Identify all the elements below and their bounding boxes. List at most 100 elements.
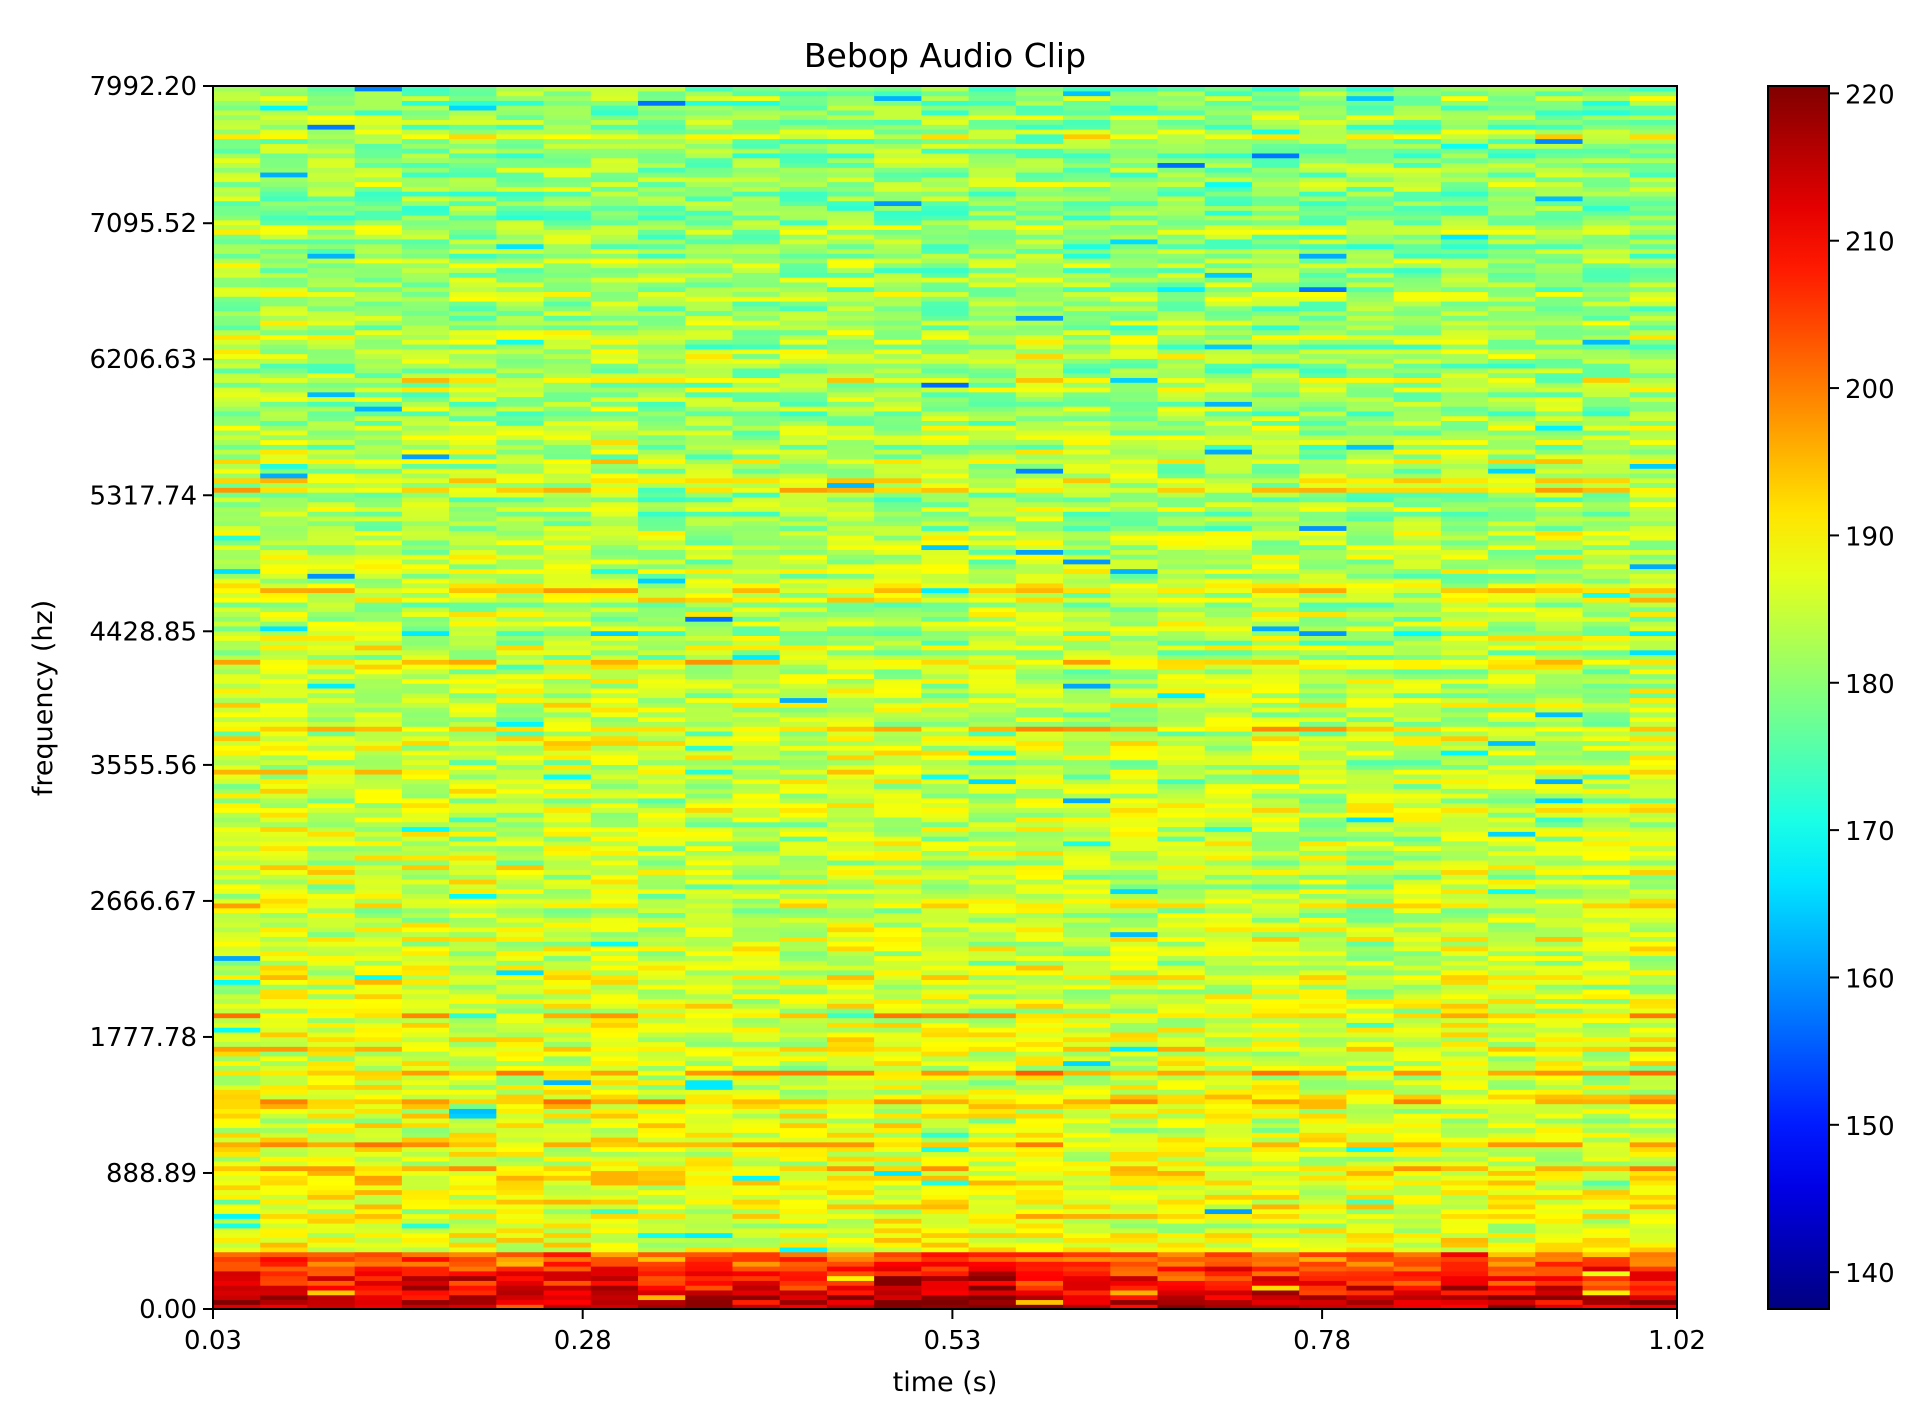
- heatmap-cell: [779, 281, 828, 288]
- heatmap-cell: [543, 90, 592, 97]
- heatmap-cell: [732, 468, 781, 474]
- heatmap-cell: [307, 1203, 356, 1210]
- heatmap-cell: [921, 449, 970, 455]
- heatmap-cell: [826, 831, 875, 837]
- heatmap-cell: [874, 1237, 922, 1243]
- heatmap-cell: [354, 1170, 403, 1176]
- heatmap-cell: [401, 750, 450, 756]
- heatmap-cell: [732, 1280, 781, 1286]
- heatmap-cell: [779, 439, 828, 445]
- heatmap-cell: [685, 1117, 734, 1124]
- heatmap-cell: [260, 549, 309, 555]
- heatmap-cell: [354, 114, 403, 121]
- heatmap-cell: [1063, 1060, 1111, 1066]
- heatmap-cell: [213, 515, 261, 522]
- heatmap-cell: [401, 429, 450, 436]
- heatmap-cell: [307, 520, 356, 527]
- heatmap-cell: [921, 324, 970, 331]
- heatmap-cell: [638, 826, 686, 832]
- heatmap-cell: [685, 840, 734, 847]
- heatmap-cell: [590, 874, 639, 880]
- heatmap-cell: [496, 214, 545, 221]
- heatmap-cell: [732, 1156, 781, 1162]
- heatmap-cell: [590, 1266, 639, 1272]
- heatmap-cell: [401, 616, 450, 622]
- heatmap-cell: [779, 425, 828, 431]
- heatmap-cell: [1063, 931, 1111, 937]
- heatmap-cell: [638, 320, 686, 326]
- heatmap-cell: [590, 195, 639, 202]
- heatmap-cell: [590, 1065, 639, 1071]
- heatmap-cell: [307, 902, 356, 909]
- heatmap-cell: [732, 754, 781, 761]
- heatmap-cell: [732, 1194, 781, 1200]
- heatmap-cell: [260, 668, 309, 675]
- heatmap-cell: [496, 692, 545, 699]
- heatmap-cell: [638, 1189, 686, 1195]
- heatmap-cell: [826, 616, 875, 622]
- heatmap-cell: [779, 1041, 828, 1047]
- heatmap-cell: [449, 429, 497, 436]
- heatmap-cell: [401, 363, 450, 369]
- heatmap-cell: [590, 1184, 639, 1191]
- heatmap-cell: [638, 1108, 686, 1114]
- heatmap-cell: [543, 597, 592, 603]
- heatmap-cell: [590, 544, 639, 551]
- heatmap-cell: [496, 960, 545, 966]
- heatmap-cell: [307, 568, 356, 574]
- heatmap-cell: [685, 750, 734, 756]
- heatmap-cell: [543, 965, 592, 971]
- heatmap-cell: [874, 315, 922, 321]
- heatmap-cell: [401, 367, 450, 374]
- heatmap-cell: [638, 262, 686, 269]
- heatmap-cell: [496, 339, 545, 345]
- heatmap-cell: [496, 1242, 545, 1248]
- heatmap-cell: [921, 1208, 970, 1215]
- heatmap-cell: [496, 310, 545, 316]
- heatmap-cell: [638, 272, 686, 278]
- heatmap-cell: [779, 907, 828, 914]
- heatmap-cell: [354, 429, 403, 436]
- heatmap-cell: [638, 931, 686, 937]
- heatmap-cell: [260, 219, 309, 226]
- heatmap-cell: [1063, 1070, 1111, 1076]
- heatmap-cell: [732, 730, 781, 737]
- heatmap-cell: [638, 114, 686, 121]
- heatmap-cell: [921, 315, 970, 321]
- heatmap-cell: [213, 281, 261, 288]
- heatmap-cell: [874, 377, 922, 383]
- heatmap-cell: [638, 1137, 686, 1143]
- heatmap-cell: [590, 1285, 639, 1291]
- heatmap-cell: [826, 759, 875, 765]
- heatmap-cell: [307, 883, 356, 890]
- heatmap-cell: [213, 506, 261, 512]
- heatmap-cell: [449, 152, 497, 159]
- heatmap-cell: [401, 310, 450, 316]
- heatmap-cell: [590, 191, 639, 197]
- heatmap-cell: [213, 444, 261, 450]
- heatmap-cell: [921, 472, 970, 479]
- heatmap-cell: [826, 797, 875, 804]
- heatmap-cell: [213, 535, 261, 541]
- heatmap-cell: [354, 396, 403, 402]
- heatmap-cell: [685, 974, 734, 980]
- heatmap-cell: [685, 869, 734, 875]
- heatmap-cell: [968, 219, 1017, 226]
- heatmap-cell: [874, 840, 922, 847]
- heatmap-cell: [590, 1165, 639, 1172]
- heatmap-cell: [685, 391, 734, 398]
- heatmap-cell: [543, 683, 592, 689]
- heatmap-cell: [590, 859, 639, 866]
- heatmap-cell: [732, 453, 781, 460]
- heatmap-cell: [874, 984, 922, 990]
- heatmap-cell: [779, 449, 828, 455]
- heatmap-cell: [732, 1146, 781, 1152]
- heatmap-cell: [354, 1122, 403, 1129]
- heatmap-cell: [401, 683, 450, 689]
- heatmap-cell: [449, 396, 497, 402]
- heatmap-cell: [1015, 468, 1064, 474]
- heatmap-cell: [1015, 654, 1064, 660]
- heatmap-cell: [260, 941, 309, 947]
- heatmap-cell: [496, 472, 545, 479]
- heatmap-cell: [354, 444, 403, 450]
